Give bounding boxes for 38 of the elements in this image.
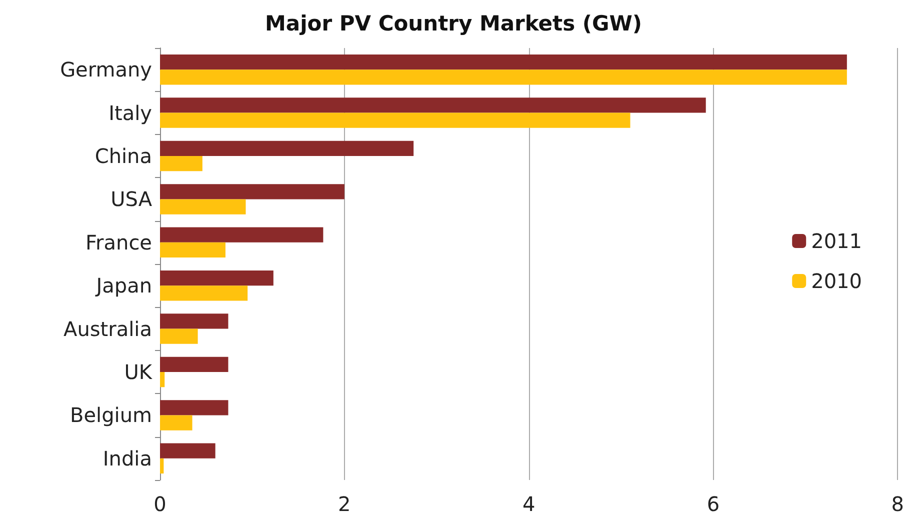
y-tick-label: UK — [124, 360, 153, 384]
bar — [160, 286, 248, 301]
y-tick-label: China — [94, 144, 152, 168]
x-tick-label: 4 — [522, 492, 536, 516]
y-tick-label: USA — [110, 187, 152, 212]
bar — [160, 314, 228, 329]
y-tick-label: India — [102, 446, 152, 470]
bar — [160, 242, 226, 258]
y-tick-label: Germany — [60, 58, 152, 82]
bar — [160, 227, 324, 242]
bar — [160, 372, 165, 388]
y-tick-label: France — [85, 230, 152, 254]
bar — [160, 400, 228, 416]
x-tick-label: 2 — [338, 492, 351, 516]
x-tick-label: 6 — [706, 492, 720, 516]
bar — [160, 54, 847, 70]
bar — [160, 415, 192, 430]
bar — [160, 199, 246, 214]
y-tick-label: Belgium — [70, 403, 152, 428]
legend-label: 2010 — [811, 269, 862, 293]
bar — [160, 270, 274, 286]
bar — [160, 70, 847, 85]
x-tick-label: 0 — [154, 492, 166, 516]
bar — [160, 140, 414, 156]
y-tick-label: Australia — [64, 316, 152, 341]
bar — [160, 98, 706, 113]
bar — [160, 184, 344, 200]
bar — [160, 356, 228, 372]
bar — [160, 458, 164, 474]
bar — [160, 156, 202, 172]
y-tick-label: Japan — [94, 274, 152, 298]
bar — [160, 443, 216, 458]
x-tick-label: 8 — [891, 492, 904, 516]
legend-label: 2011 — [811, 229, 862, 253]
bar — [160, 112, 630, 128]
chart-title: Major PV Country Markets (GW) — [265, 12, 642, 36]
bar — [160, 328, 198, 344]
y-tick-label: Italy — [108, 100, 152, 125]
